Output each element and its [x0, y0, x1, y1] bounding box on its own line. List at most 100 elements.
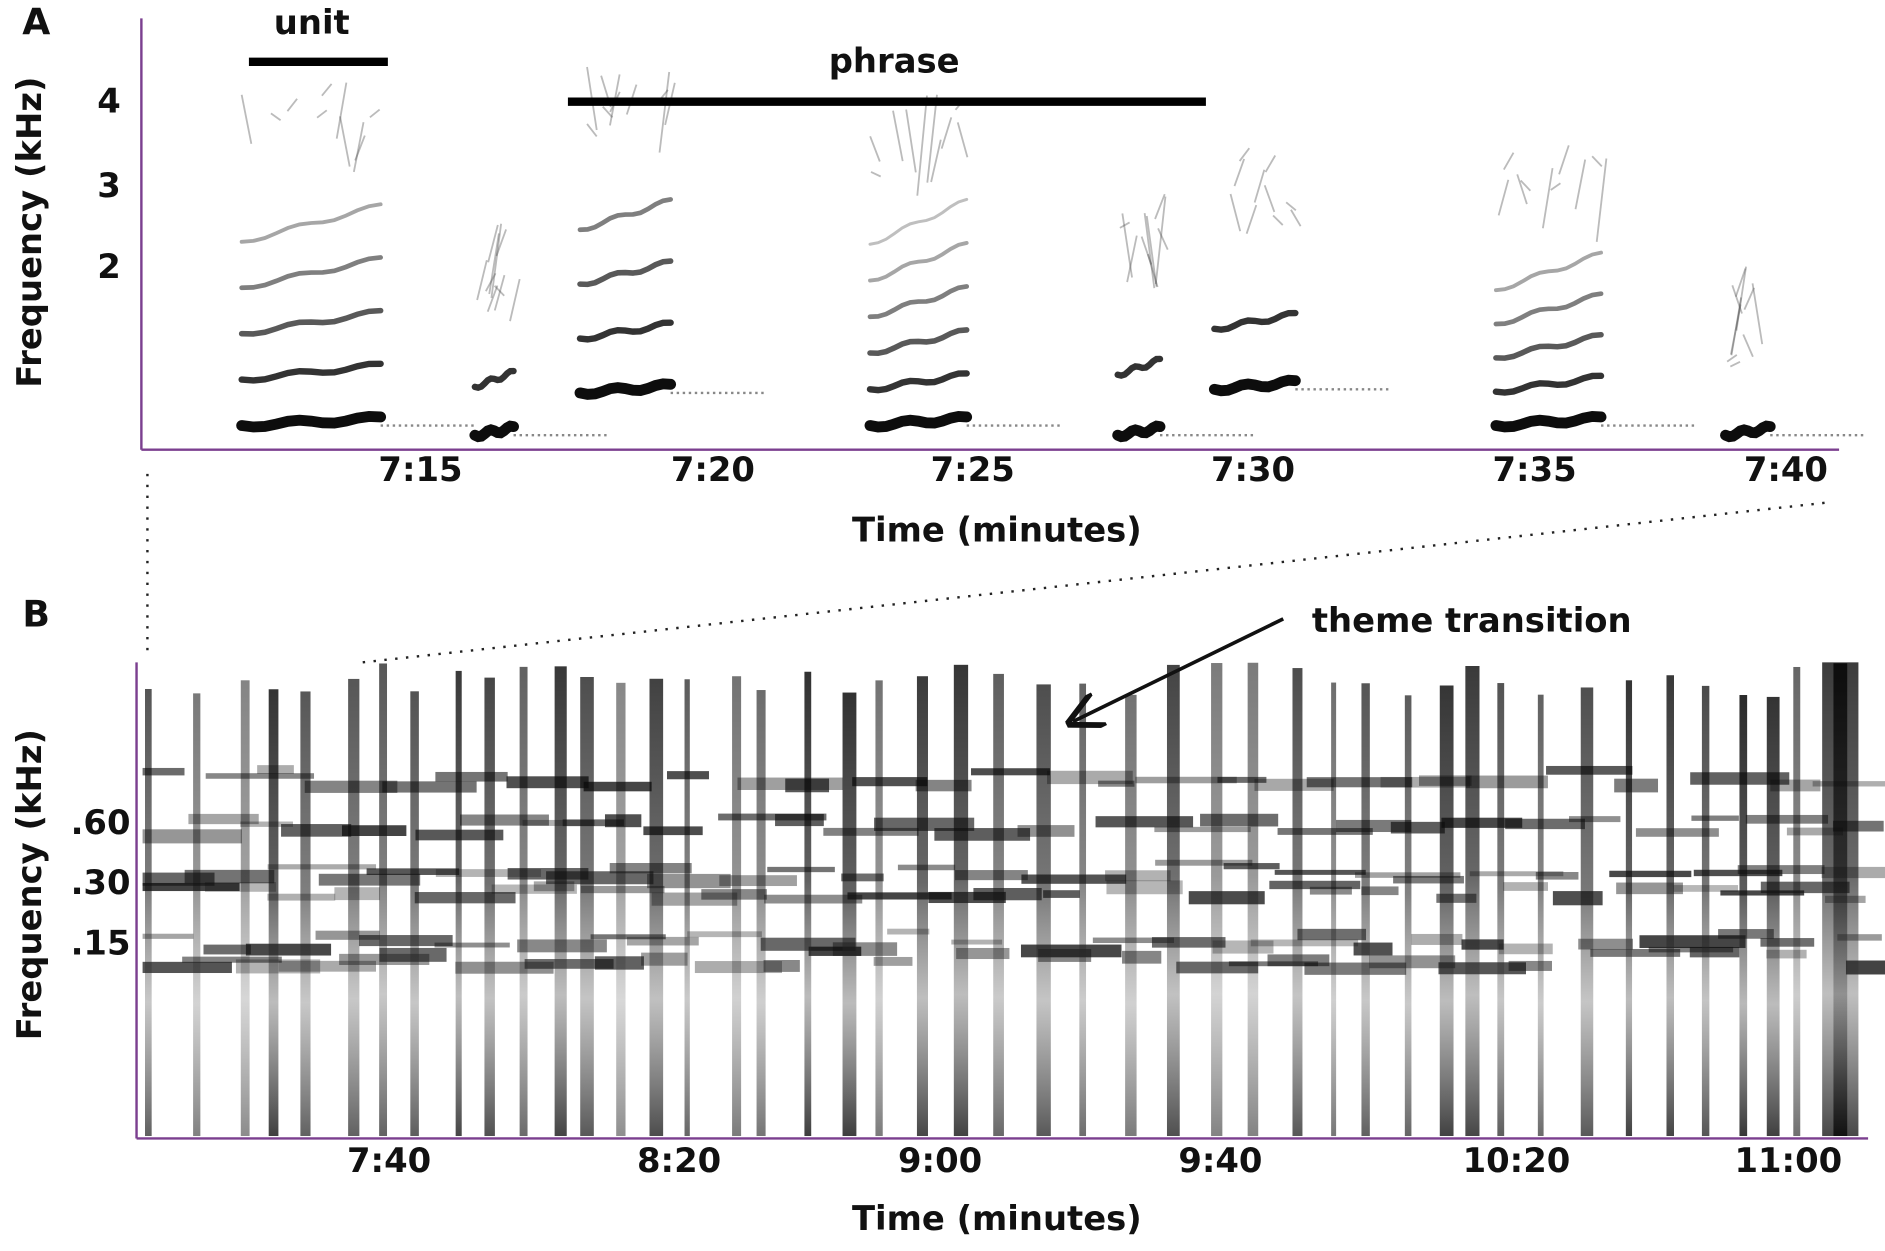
band	[1614, 778, 1659, 793]
harmonic	[239, 255, 383, 291]
band	[1745, 814, 1829, 824]
harmonic	[867, 327, 970, 357]
band	[533, 881, 575, 892]
band	[455, 961, 554, 974]
stripe	[455, 670, 462, 1137]
band	[767, 866, 835, 873]
band	[1047, 770, 1133, 785]
stripe	[953, 664, 969, 1137]
noise	[316, 109, 328, 119]
noise	[1591, 155, 1603, 167]
noise	[1143, 213, 1156, 289]
annotation: phrase	[829, 42, 960, 81]
band	[956, 947, 1010, 960]
harmonic	[574, 378, 677, 400]
harmonic	[1114, 355, 1164, 379]
x-axis-title: Time (minutes)	[852, 510, 1142, 549]
band	[1212, 940, 1274, 954]
noise	[1238, 147, 1251, 162]
harmonic	[1211, 309, 1299, 333]
band	[414, 892, 516, 904]
stripe	[379, 663, 388, 1137]
noise	[321, 83, 333, 97]
band	[1436, 893, 1477, 903]
band	[1498, 943, 1553, 955]
noise	[1263, 185, 1276, 213]
stripe	[756, 690, 766, 1137]
y-tick-label: .30	[71, 863, 131, 902]
band	[1393, 875, 1464, 884]
band	[1390, 821, 1445, 834]
band	[1552, 891, 1603, 906]
harmonic	[1493, 331, 1604, 361]
noise	[1541, 167, 1554, 229]
band	[358, 935, 453, 947]
noise	[1121, 213, 1133, 278]
band	[205, 773, 315, 779]
band	[1098, 780, 1135, 787]
noise	[1730, 297, 1743, 356]
band	[184, 869, 275, 884]
harmonic	[577, 197, 673, 233]
stripe	[519, 666, 528, 1137]
noise	[335, 82, 348, 139]
harmonic	[1492, 372, 1605, 396]
y-axis-title: Frequency (kHz)	[10, 729, 49, 1040]
x-tick-label: 7:20	[671, 450, 755, 489]
harmonic	[239, 202, 383, 244]
harmonic	[238, 307, 384, 337]
band	[1760, 881, 1850, 894]
band	[1441, 817, 1523, 828]
noise	[240, 94, 253, 144]
band	[281, 824, 352, 837]
band	[915, 779, 972, 792]
band	[1691, 815, 1739, 821]
noise	[1285, 201, 1297, 211]
band	[1760, 938, 1815, 947]
harmonic	[868, 241, 969, 283]
band	[718, 813, 827, 821]
noise	[486, 285, 499, 313]
x-tick-label: 7:30	[1211, 450, 1295, 489]
noise	[1503, 152, 1515, 171]
annotation: theme transition	[1312, 601, 1632, 640]
band	[687, 931, 762, 938]
noise	[1245, 204, 1258, 234]
band	[775, 813, 824, 827]
noise	[930, 139, 942, 183]
band	[1188, 891, 1265, 905]
band	[1503, 882, 1549, 891]
harmonic	[866, 370, 970, 394]
noise	[1743, 287, 1755, 311]
y-tick-label: .60	[71, 803, 131, 842]
band	[182, 956, 282, 963]
harmonic	[1112, 420, 1166, 443]
harmonic	[1490, 410, 1607, 433]
band	[852, 777, 928, 787]
band	[1361, 886, 1399, 896]
x-tick-label: 7:35	[1493, 450, 1577, 489]
stripe	[268, 689, 279, 1137]
noise	[1119, 221, 1131, 229]
noise	[1290, 209, 1302, 227]
band	[1535, 871, 1579, 880]
band	[1737, 865, 1825, 875]
stripe	[1793, 666, 1801, 1137]
noise	[1574, 159, 1587, 210]
band	[245, 943, 332, 956]
harmonic	[1493, 250, 1603, 293]
noise	[1550, 182, 1561, 191]
noise	[1731, 285, 1743, 314]
stripe	[916, 676, 928, 1137]
band	[590, 934, 666, 940]
band	[240, 821, 293, 827]
stripe	[1404, 695, 1412, 1137]
noise	[354, 135, 366, 161]
x-tick-label: 9:40	[1178, 1141, 1262, 1180]
x-tick-label: 10:20	[1463, 1141, 1571, 1180]
band	[1304, 962, 1407, 975]
stripe	[1739, 695, 1748, 1137]
stripe	[842, 692, 857, 1137]
noise	[1735, 266, 1747, 331]
